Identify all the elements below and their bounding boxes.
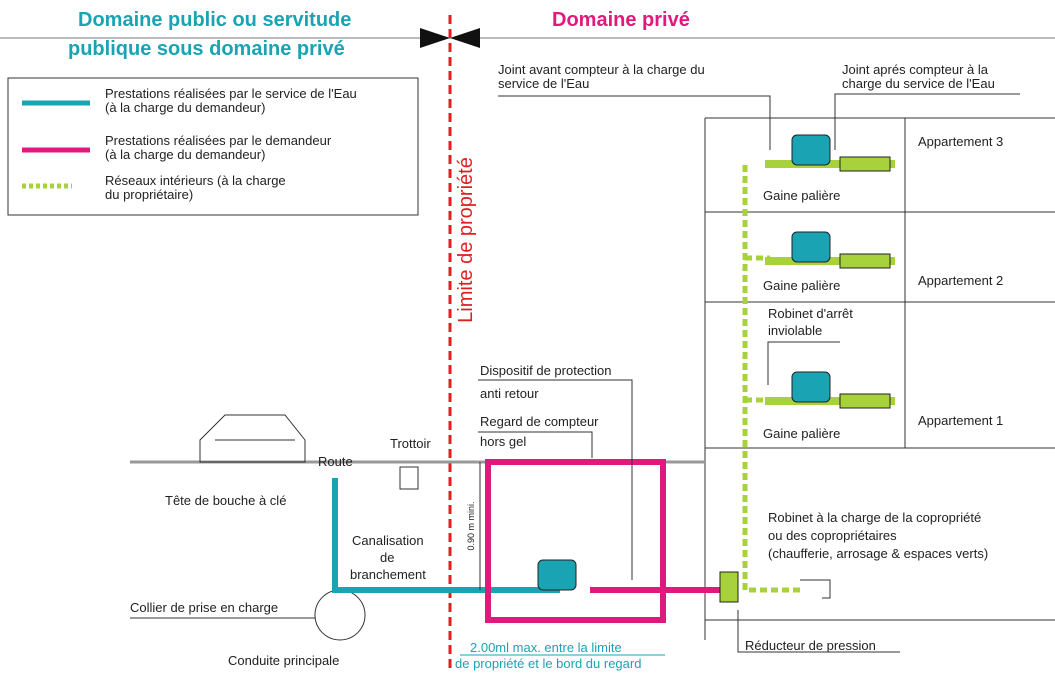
property-limit: Limite de propriété — [455, 157, 477, 323]
header-public: Domaine public ou servitude — [78, 9, 351, 31]
joint-label: service de l'Eau — [498, 76, 589, 91]
legend-text: du propriétaire) — [105, 187, 193, 202]
regard-label: Regard de compteur — [480, 414, 599, 429]
apartment: Appartement 3 — [918, 134, 1003, 149]
gaine: Gaine palière — [763, 426, 840, 441]
reducteur: Réducteur de pression — [745, 638, 876, 653]
joint-label: Joint avant compteur à la charge du — [498, 62, 705, 77]
dispositif: Dispositif de protection — [480, 363, 612, 378]
collier: Collier de prise en charge — [130, 600, 278, 615]
dispositif: anti retour — [480, 386, 539, 401]
robinet-copro: ou des copropriétaires — [768, 528, 897, 543]
joint-label: Joint aprés compteur à la — [842, 62, 989, 77]
regard-label: hors gel — [480, 434, 526, 449]
route: Route — [318, 454, 353, 469]
trottoir: Trottoir — [390, 436, 431, 451]
joint-label: charge du service de l'Eau — [842, 76, 995, 91]
header-private: Domaine privé — [552, 9, 690, 31]
gaine: Gaine palière — [763, 188, 840, 203]
header-public: publique sous domaine privé — [68, 38, 345, 60]
legend-text: (à la charge du demandeur) — [105, 147, 265, 162]
legend-text: Prestations réalisées par le demandeur — [105, 133, 332, 148]
robinet-copro: Robinet à la charge de la copropriété — [768, 510, 981, 525]
distance: 2.00ml max. entre la limite — [470, 640, 622, 655]
tap — [800, 580, 830, 598]
robinet-label: Robinet d'arrêt — [768, 306, 853, 321]
leader — [478, 380, 632, 580]
canalisation: Canalisation — [352, 533, 424, 548]
distance: de propriété et le bord du regard — [455, 656, 641, 671]
canalisation: de — [380, 550, 394, 565]
trottoir-box — [400, 467, 418, 489]
legend-text: Prestations réalisées par le service de … — [105, 86, 357, 101]
apartment: Appartement 2 — [918, 273, 1003, 288]
car — [200, 415, 305, 462]
tete: Tête de bouche à clé — [165, 493, 286, 508]
canalisation: branchement — [350, 567, 426, 582]
diagram: Domaine public ou servitude publique sou… — [0, 0, 1055, 681]
apartment: Appartement 1 — [918, 413, 1003, 428]
depth: 0.90 m mini. — [466, 501, 476, 550]
meter — [538, 560, 576, 590]
conduite: Conduite principale — [228, 653, 339, 668]
legend-text: Réseaux intérieurs (à la charge — [105, 173, 286, 188]
reducer — [720, 572, 738, 602]
main-pipe — [315, 590, 365, 640]
robinet-label: inviolable — [768, 323, 822, 338]
meters — [765, 135, 895, 408]
gaine: Gaine palière — [763, 278, 840, 293]
regard — [488, 462, 663, 620]
legend-text: (à la charge du demandeur) — [105, 100, 265, 115]
robinet-copro: (chaufferie, arrosage & espaces verts) — [768, 546, 988, 561]
building — [705, 118, 1055, 640]
